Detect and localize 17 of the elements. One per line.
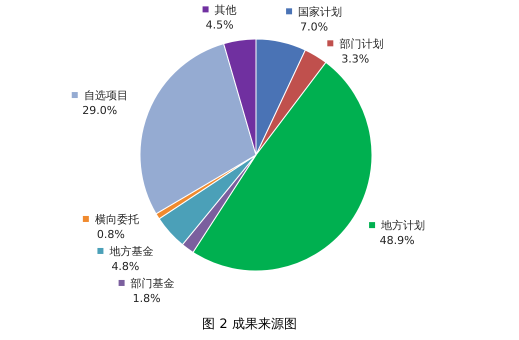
data-label: 48.9% [380,234,415,248]
data-label: 29.0% [82,104,118,118]
data-label: 1.8% [132,292,161,305]
legend-label: 部门计划 [339,37,384,50]
data-label: 3.3% [341,52,370,66]
text: 图 2 成果来源图 [202,317,297,332]
legend-label: 自选项目 [84,89,128,102]
data-label: 4.5% [206,18,234,32]
data-label: 4.8% [111,260,140,273]
legend-label: 地方基金 [108,244,154,258]
legend-label: 地方计划 [380,219,426,232]
legend-label: 其他 [214,3,237,16]
data-label: 7.0% [300,20,328,34]
legend-label: 部门基金 [130,276,175,290]
legend-label: 国家计划 [298,5,342,18]
data-label: 0.8% [96,228,125,241]
legend-label: 横向委托 [94,212,139,226]
